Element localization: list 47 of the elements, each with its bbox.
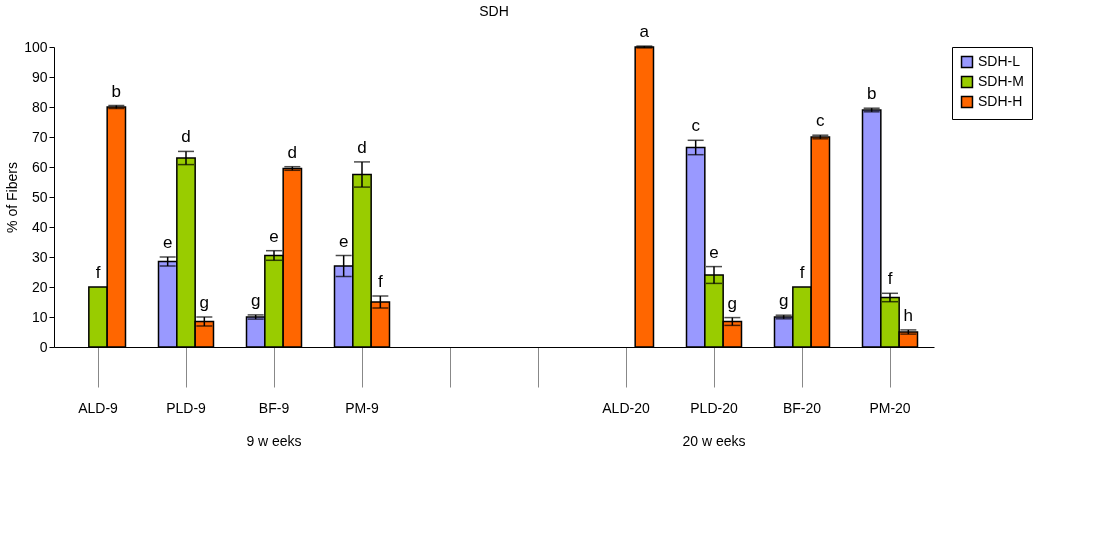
legend-label: SDH-M	[978, 73, 1024, 89]
data-label: f	[799, 263, 805, 282]
y-axis-title: % of Fibers	[4, 162, 21, 233]
data-label: d	[287, 142, 298, 162]
data-label: g	[250, 290, 261, 310]
data-label: f	[95, 263, 101, 282]
text: 20 w eeks	[682, 433, 746, 449]
y-tick-label: 30	[31, 248, 48, 265]
y-tick-label: 10	[31, 308, 48, 325]
y-tick-label: 90	[31, 68, 48, 85]
x-tick-label: BF-20	[782, 399, 822, 416]
x-tick-label: ALD-20	[602, 399, 650, 416]
data-label: e	[269, 226, 279, 246]
data-label: b	[111, 81, 122, 101]
data-label: c	[816, 111, 826, 131]
data-label: d	[181, 127, 191, 147]
y-tick-label: 40	[31, 218, 48, 235]
y-tick-label: 0	[39, 338, 48, 355]
legend-label: SDH-L	[978, 53, 1021, 69]
y-tick-label: 70	[31, 128, 48, 145]
y-tick-label: 50	[31, 188, 48, 205]
data-label: a	[639, 22, 650, 42]
legend-label: SDH-H	[978, 93, 1023, 109]
text: 9 w eeks	[246, 433, 302, 449]
x-tick-label: PLD-9	[166, 399, 207, 416]
data-label: d	[357, 137, 367, 157]
data-label: h	[903, 305, 914, 325]
data-label: e	[162, 233, 173, 252]
x-tick-label: PLD-20	[690, 399, 738, 416]
chart-title: SDH	[479, 3, 509, 20]
data-label: g	[727, 293, 738, 313]
data-label: f	[377, 272, 383, 291]
data-label: e	[709, 242, 719, 262]
x-tick-label: PM-20	[869, 399, 911, 416]
data-label: b	[866, 84, 877, 104]
y-tick-label: 100	[24, 38, 48, 55]
y-tick-label: 20	[31, 278, 48, 295]
data-label: g	[199, 293, 210, 312]
data-label: e	[338, 231, 349, 251]
x-tick-label: PM-9	[345, 399, 379, 416]
x-tick-label: BF-9	[258, 399, 290, 416]
y-tick-label: 60	[31, 158, 48, 175]
data-label: g	[778, 291, 789, 311]
data-label: f	[887, 269, 893, 289]
data-label: c	[691, 116, 701, 136]
y-tick-label: 80	[31, 98, 48, 115]
x-tick-label: ALD-9	[78, 399, 119, 416]
